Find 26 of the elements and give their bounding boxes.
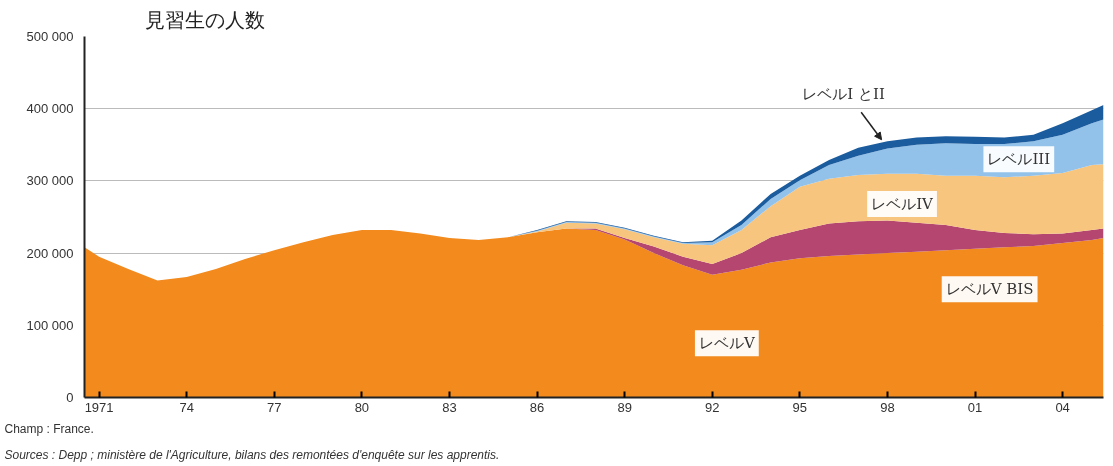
x-tick-label: 95 bbox=[792, 399, 808, 415]
y-tick-label: 300 000 bbox=[26, 173, 74, 189]
series-label: レベルIII bbox=[987, 150, 1051, 169]
x-tick-label: 01 bbox=[967, 399, 983, 415]
series-label: レベルV bbox=[698, 334, 756, 353]
x-tick-label: 92 bbox=[705, 399, 720, 415]
x-tick-label: 83 bbox=[442, 399, 457, 415]
y-tick-label: 400 000 bbox=[26, 101, 74, 117]
x-tick-label: 77 bbox=[267, 399, 282, 415]
y-tick-label: 100 000 bbox=[26, 317, 74, 333]
text: Champ : France. bbox=[4, 421, 94, 436]
x-tick-label: 1971 bbox=[84, 399, 114, 415]
y-tick-label: 0 bbox=[66, 390, 74, 405]
x-tick-label: 74 bbox=[179, 399, 194, 415]
x-tick-label: 98 bbox=[880, 399, 895, 415]
y-tick-label: 500 000 bbox=[26, 29, 74, 44]
x-tick-label: 04 bbox=[1055, 399, 1070, 415]
chart-title: 見習生の人数 bbox=[144, 7, 265, 32]
series-label: レベルV BIS bbox=[945, 280, 1034, 299]
x-tick-label: 89 bbox=[617, 399, 632, 415]
y-tick-label: 200 000 bbox=[26, 245, 74, 261]
text: レベルI とII bbox=[802, 85, 885, 104]
x-tick-label: 86 bbox=[529, 399, 545, 415]
source-note: Sources : Depp ; ministère de l'Agriculture, bilans des remontées d'enquête sur les apprentis. bbox=[4, 447, 500, 462]
series-label: レベルIV bbox=[871, 195, 935, 213]
x-tick-label: 80 bbox=[354, 399, 370, 415]
